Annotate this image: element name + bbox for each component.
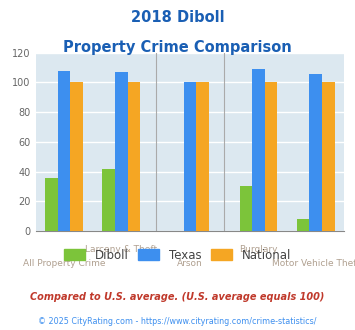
- Text: Property Crime Comparison: Property Crime Comparison: [63, 40, 292, 54]
- Bar: [310, 74, 322, 231]
- Bar: [70, 82, 83, 231]
- Text: Motor Vehicle Theft: Motor Vehicle Theft: [272, 259, 355, 268]
- Text: All Property Crime: All Property Crime: [23, 259, 105, 268]
- Text: Burglary: Burglary: [239, 245, 278, 254]
- Bar: [240, 186, 252, 231]
- Text: Arson: Arson: [177, 259, 203, 268]
- Bar: [184, 82, 196, 231]
- Bar: [45, 178, 58, 231]
- Bar: [102, 169, 115, 231]
- Legend: Diboll, Texas, National: Diboll, Texas, National: [59, 244, 296, 266]
- Text: 2018 Diboll: 2018 Diboll: [131, 10, 224, 25]
- Bar: [196, 82, 209, 231]
- Text: © 2025 CityRating.com - https://www.cityrating.com/crime-statistics/: © 2025 CityRating.com - https://www.city…: [38, 317, 317, 326]
- Bar: [58, 71, 70, 231]
- Bar: [265, 82, 277, 231]
- Bar: [252, 69, 265, 231]
- Bar: [115, 72, 127, 231]
- Text: Larceny & Theft: Larceny & Theft: [85, 245, 157, 254]
- Bar: [127, 82, 140, 231]
- Text: Compared to U.S. average. (U.S. average equals 100): Compared to U.S. average. (U.S. average …: [30, 292, 325, 302]
- Bar: [297, 219, 310, 231]
- Bar: [322, 82, 335, 231]
